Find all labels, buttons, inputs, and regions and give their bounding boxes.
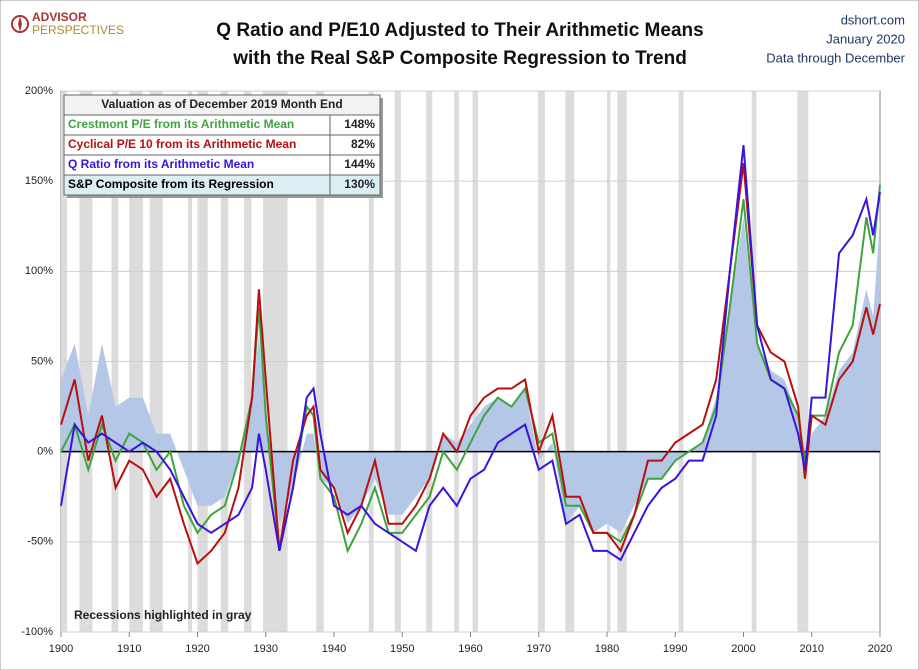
- y-tick-label: -50%: [27, 536, 53, 548]
- series-line: [60, 144, 881, 562]
- logo-text: PERSPECTIVES: [32, 23, 124, 37]
- x-tick-label: 1960: [458, 643, 482, 655]
- x-tick-label: 1900: [49, 643, 73, 655]
- legend-label: Cyclical P/E 10 from its Arithmetic Mean: [68, 137, 296, 151]
- chart-title: Q Ratio and P/E10 Adjusted to Their Arit…: [216, 20, 703, 41]
- x-tick-label: 1910: [117, 643, 141, 655]
- legend-label: S&P Composite from its Regression: [68, 177, 274, 191]
- logo-text: ADVISOR: [32, 10, 87, 24]
- y-tick-label: -100%: [21, 626, 53, 638]
- y-tick-label: 150%: [25, 175, 53, 187]
- x-tick-label: 2020: [868, 643, 892, 655]
- legend-label: Q Ratio from its Arithmetic Mean: [68, 157, 254, 171]
- x-tick-label: 1950: [390, 643, 414, 655]
- y-tick-label: 0%: [37, 446, 53, 458]
- x-tick-label: 1920: [185, 643, 209, 655]
- table-cell: [329, 174, 381, 196]
- y-tick-label: 50%: [31, 355, 53, 367]
- table-value: 130%: [344, 177, 375, 191]
- source: Data through December: [766, 50, 905, 65]
- x-tick-label: 2000: [731, 643, 755, 655]
- x-tick-label: 2010: [800, 643, 824, 655]
- x-tick-label: 1970: [527, 643, 551, 655]
- area: [61, 217, 880, 533]
- chart-title: with the Real S&P Composite Regression t…: [232, 48, 687, 69]
- series-line: [60, 163, 881, 566]
- y-tick-label: 100%: [25, 265, 53, 277]
- table-value: 82%: [351, 137, 375, 151]
- source: dshort.com: [841, 12, 905, 27]
- table-title: Valuation as of December 2019 Month End: [101, 97, 342, 111]
- x-tick-label: 1940: [322, 643, 346, 655]
- annotation: Recessions highlighted in gray: [74, 608, 252, 622]
- table-value: 148%: [344, 117, 375, 131]
- series-line: [60, 184, 881, 554]
- x-tick-label: 1930: [254, 643, 278, 655]
- logo-icon: [11, 15, 29, 33]
- table-value: 144%: [344, 157, 375, 171]
- x-tick-label: 1990: [663, 643, 687, 655]
- x-tick-label: 1980: [595, 643, 619, 655]
- y-tick-label: 200%: [25, 85, 53, 97]
- source: January 2020: [826, 31, 905, 46]
- legend-label: Crestmont P/E from its Arithmetic Mean: [68, 117, 294, 131]
